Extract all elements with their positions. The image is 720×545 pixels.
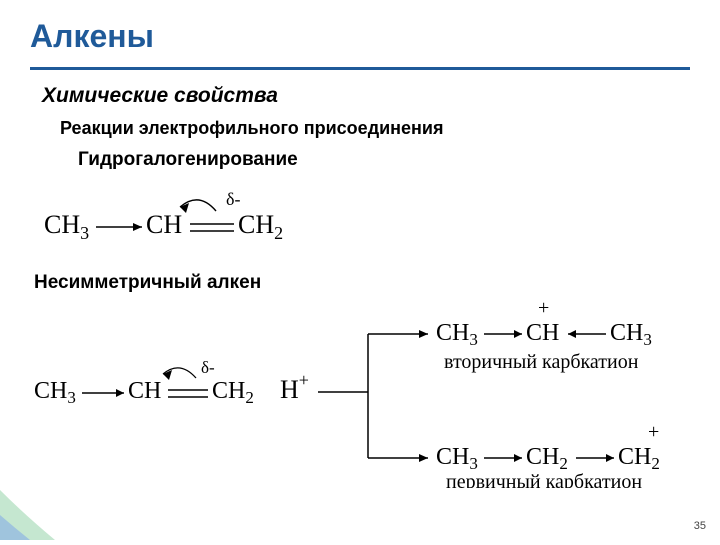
- svg-text:CH: CH: [128, 378, 161, 404]
- svg-text:+: +: [538, 297, 549, 319]
- page-number: 35: [694, 520, 706, 532]
- header-rule: [30, 67, 690, 70]
- svg-text:CH2: CH2: [212, 378, 254, 407]
- svg-text:CH: CH: [146, 210, 182, 239]
- svg-text:CH3: CH3: [436, 444, 478, 473]
- svg-text:CH2: CH2: [526, 444, 568, 473]
- figure-carbocation-scheme: CH3 CH δ- CH2 H+: [28, 288, 720, 493]
- svg-text:CH2: CH2: [618, 444, 660, 473]
- page-title: Алкены: [30, 18, 690, 55]
- svg-text:+: +: [648, 421, 659, 443]
- svg-text:CH3: CH3: [436, 320, 478, 349]
- svg-text:CH3: CH3: [610, 320, 652, 349]
- figure-propene-delta: CH3 CH δ- CH2: [34, 183, 720, 258]
- svg-text:H+: H+: [280, 370, 309, 404]
- svg-text:CH3: CH3: [34, 378, 76, 407]
- header: Алкены: [0, 0, 720, 59]
- svg-text:CH3: CH3: [44, 210, 89, 243]
- subtitle-chemical-properties: Химические свойства: [42, 84, 720, 108]
- svg-text:δ-: δ-: [201, 358, 215, 377]
- subtitle-electrophilic-addition: Реакции электрофильного присоединения: [60, 118, 720, 139]
- subtitle-hydrohalogenation: Гидрогалогенирование: [78, 149, 720, 171]
- svg-text:δ-: δ-: [226, 189, 240, 209]
- svg-text:CH2: CH2: [238, 210, 283, 243]
- label-secondary-carbocation: вторичный карбкатион: [444, 351, 639, 373]
- svg-text:CH: CH: [526, 320, 559, 346]
- label-primary-carbocation: первичный карбкатион: [446, 471, 642, 488]
